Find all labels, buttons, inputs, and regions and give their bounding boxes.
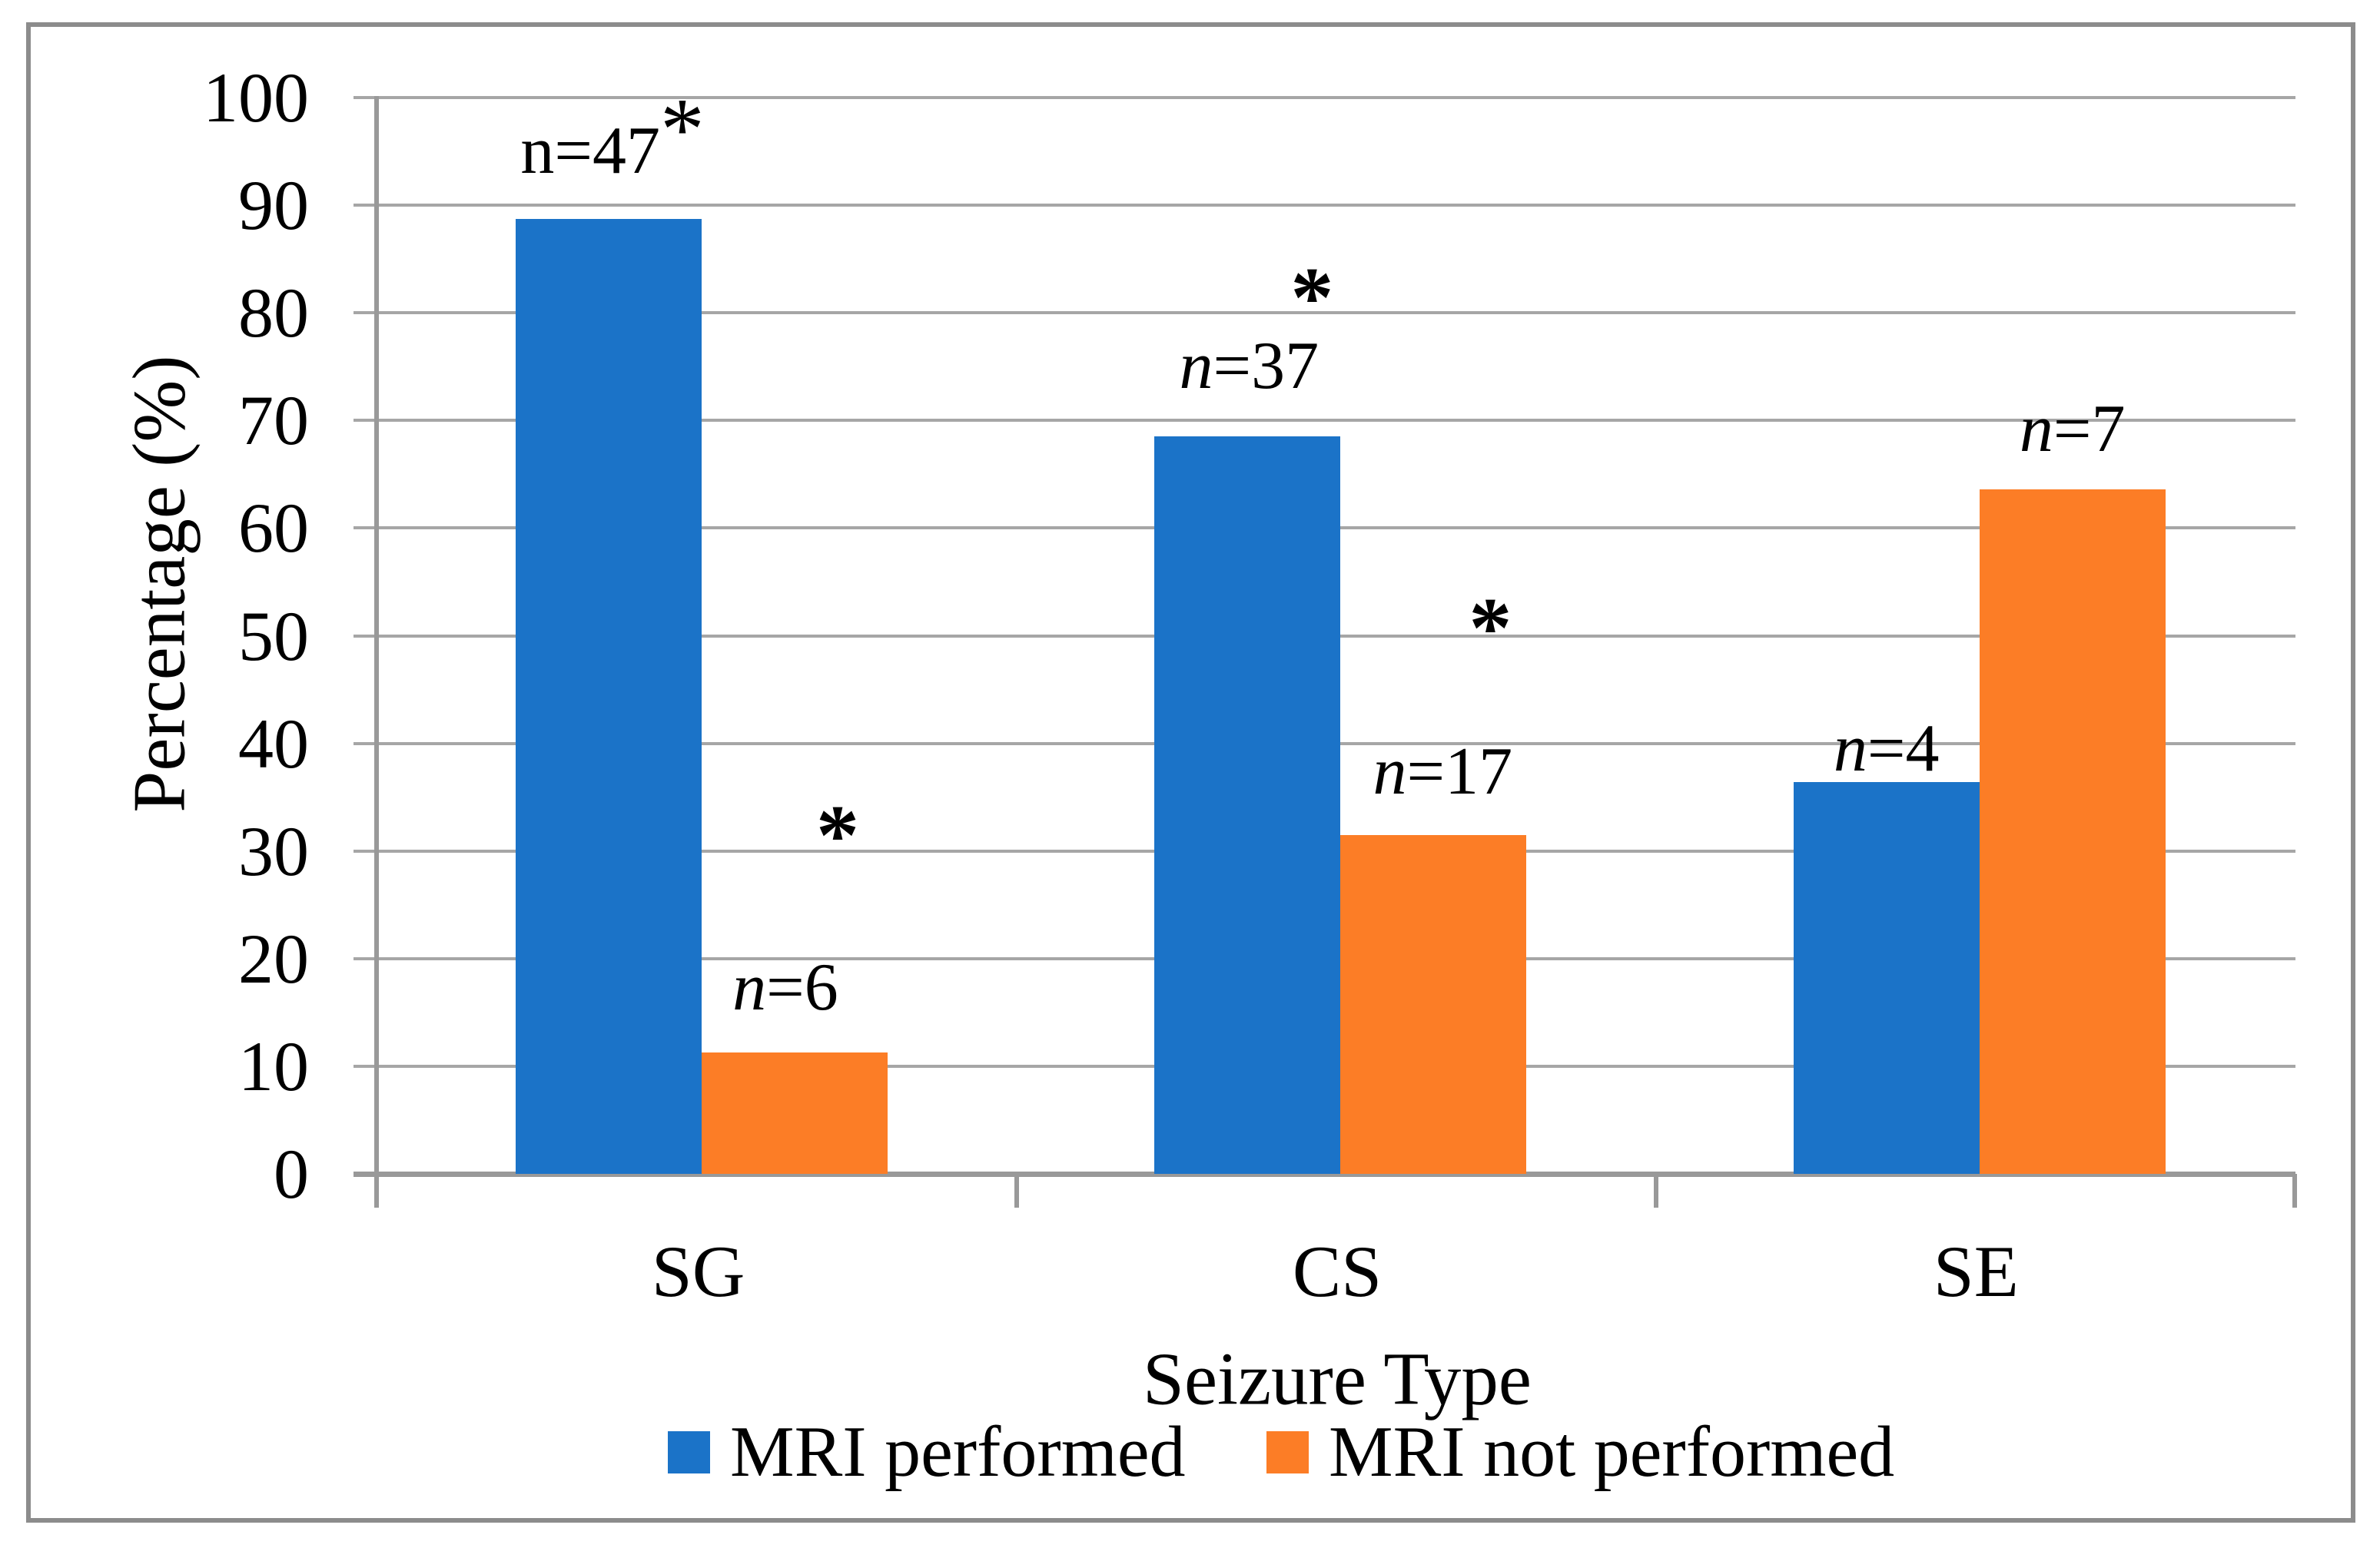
y-tick-label: 0 <box>274 1135 309 1213</box>
data-label: n=7 <box>2019 391 2126 466</box>
y-tick-label: 20 <box>238 919 309 998</box>
legend-item-mri-performed: MRI performed <box>668 1414 1186 1490</box>
legend-swatch-mri-not-performed <box>1266 1430 1309 1473</box>
significance-asterisk: * <box>1469 580 1512 676</box>
gridline <box>354 204 2295 207</box>
gridline <box>354 311 2295 315</box>
x-axis-line <box>354 1172 2295 1177</box>
bar-SG-mri-not-performed <box>702 1052 888 1174</box>
x-tick-label-SE: SE <box>1933 1231 2019 1312</box>
bar-SE-mri-not-performed <box>1979 489 2166 1174</box>
y-tick-label: 60 <box>238 489 309 568</box>
gridline <box>354 419 2295 423</box>
x-tick-label-CS: CS <box>1292 1231 1383 1312</box>
legend-label-mri-not-performed: MRI not performed <box>1329 1412 1895 1492</box>
y-tick-label: 90 <box>238 166 309 245</box>
legend-item-mri-not-performed: MRI not performed <box>1266 1414 1894 1490</box>
y-tick-label: 70 <box>238 381 309 460</box>
x-axis-tick <box>1653 1174 1658 1208</box>
x-axis-title: Seizure Type <box>1143 1338 1532 1420</box>
bar-CS-mri-not-performed <box>1340 834 1527 1174</box>
y-tick-label: 10 <box>238 1026 309 1105</box>
bar-SG-mri-performed <box>516 219 702 1174</box>
data-label: n=37 <box>1179 329 1319 404</box>
gridline <box>354 96 2295 99</box>
y-tick-label: 40 <box>238 704 309 783</box>
data-label: n=47* <box>520 81 705 189</box>
x-axis-tick <box>1014 1174 1020 1208</box>
data-label: n=6 <box>732 950 838 1025</box>
significance-asterisk: * <box>660 81 705 179</box>
significance-asterisk: * <box>1290 250 1334 346</box>
y-tick-label: 30 <box>238 811 309 890</box>
bar-CS-mri-performed <box>1154 436 1341 1174</box>
x-tick-label-SG: SG <box>651 1231 745 1312</box>
y-tick-label: 100 <box>203 58 309 137</box>
x-axis-tick <box>2292 1174 2297 1208</box>
legend-swatch-mri-performed <box>668 1430 710 1473</box>
y-tick-label: 80 <box>238 273 309 353</box>
data-label: n=4 <box>1833 711 1940 786</box>
bar-SE-mri-performed <box>1793 782 1980 1174</box>
significance-asterisk: * <box>816 788 859 884</box>
data-label: n=17 <box>1373 734 1513 810</box>
figure-border <box>26 22 2355 1523</box>
y-axis-line <box>374 96 379 1208</box>
legend-label-mri-performed: MRI performed <box>730 1412 1186 1492</box>
y-tick-label: 50 <box>238 596 309 675</box>
